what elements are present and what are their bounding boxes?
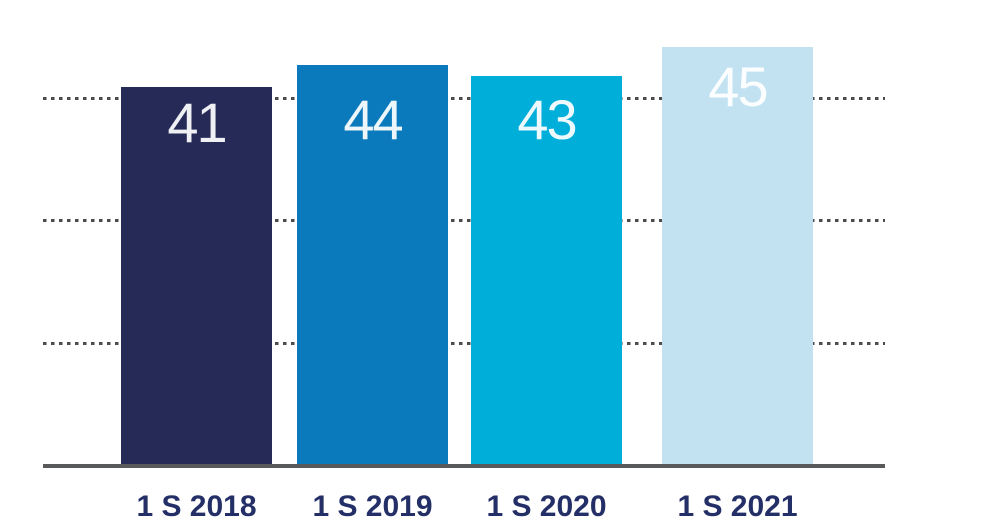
bar-1-s-2020: 43 xyxy=(471,76,622,464)
gridline-1 xyxy=(43,97,885,100)
x-axis-label-1-s-2021: 1 S 2021 xyxy=(677,490,798,523)
bar-1-s-2021: 45 xyxy=(662,47,813,464)
bar-value-label: 44 xyxy=(343,88,403,151)
bar-1-s-2019: 44 xyxy=(297,65,448,464)
bar-value-label: 41 xyxy=(167,91,227,154)
bar-value-label: 43 xyxy=(517,88,577,151)
bar-1-s-2018: 41 xyxy=(121,87,272,464)
x-axis-line xyxy=(43,464,885,468)
x-axis-label-1-s-2019: 1 S 2019 xyxy=(312,490,433,523)
x-axis-label-1-s-2018: 1 S 2018 xyxy=(136,490,257,523)
gridline-2 xyxy=(43,219,885,222)
gridline-3 xyxy=(43,342,885,345)
bar-value-label: 45 xyxy=(708,55,768,118)
x-axis-label-1-s-2020: 1 S 2020 xyxy=(486,490,607,523)
